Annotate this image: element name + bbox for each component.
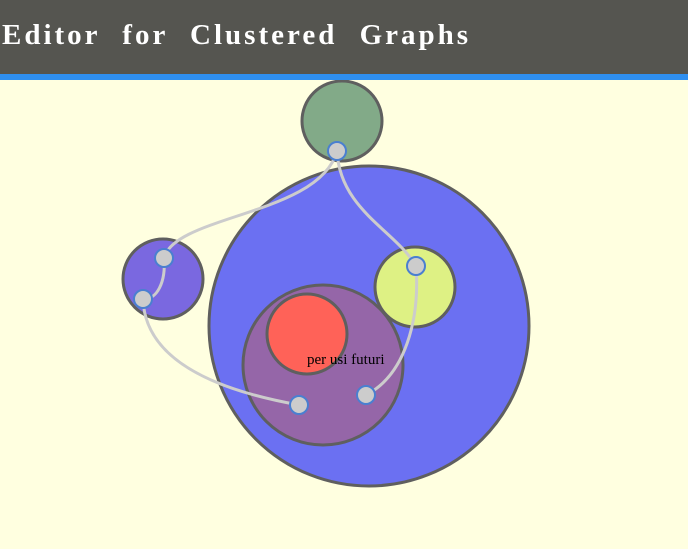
graph-canvas[interactable]: per usi futuri bbox=[0, 80, 688, 549]
app-title: Editor for Clustered Graphs bbox=[2, 19, 472, 51]
port-top[interactable] bbox=[327, 141, 347, 161]
edge-right-to-inner[interactable] bbox=[365, 265, 419, 397]
edge-left-to-inner[interactable] bbox=[141, 298, 300, 407]
graph-svg[interactable]: per usi futuri bbox=[0, 80, 688, 549]
port-right[interactable] bbox=[406, 256, 426, 276]
port-inner-right[interactable] bbox=[356, 385, 376, 405]
header-bar: Editor for Clustered Graphs bbox=[0, 0, 688, 80]
edge-top-to-left[interactable] bbox=[162, 150, 339, 259]
port-left-upper[interactable] bbox=[154, 248, 174, 268]
graph-label: per usi futuri bbox=[307, 352, 384, 368]
cluster-inner-red[interactable] bbox=[265, 292, 349, 376]
cluster-right-yellow[interactable] bbox=[373, 245, 457, 329]
port-inner-left[interactable] bbox=[289, 395, 309, 415]
cluster-top-green[interactable] bbox=[300, 80, 384, 163]
port-left-lower[interactable] bbox=[133, 289, 153, 309]
edge-top-to-right[interactable] bbox=[335, 150, 418, 267]
